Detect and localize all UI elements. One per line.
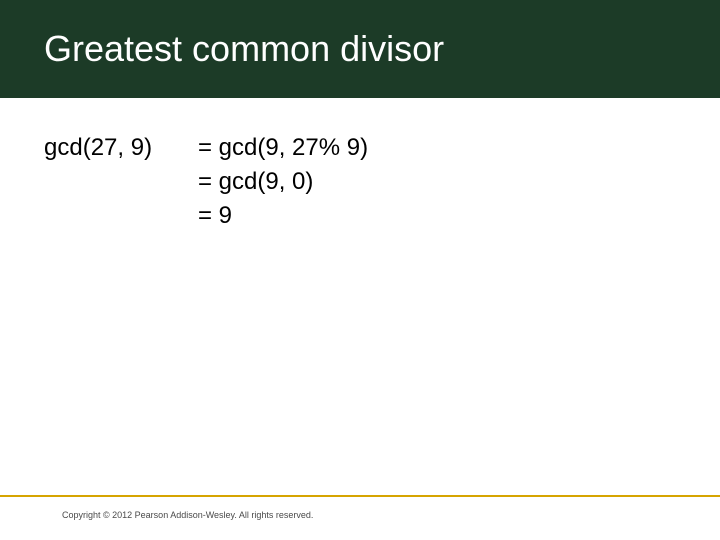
slide: Greatest common divisor gcd(27, 9)= gcd(…: [0, 0, 720, 540]
equation-rhs: = 9: [198, 202, 232, 230]
accent-line: [0, 495, 720, 497]
slide-body: gcd(27, 9)= gcd(9, 27% 9) = gcd(9, 0) = 9: [44, 134, 368, 236]
title-bar: Greatest common divisor: [0, 0, 720, 98]
equation-row: gcd(27, 9)= gcd(9, 27% 9): [44, 134, 368, 162]
slide-title: Greatest common divisor: [44, 28, 720, 70]
equation-row: = 9: [44, 202, 368, 230]
equation-rhs: = gcd(9, 0): [198, 168, 313, 196]
equation-lhs: gcd(27, 9): [44, 134, 198, 162]
equation-lhs: [44, 168, 198, 196]
copyright-footer: Copyright © 2012 Pearson Addison-Wesley.…: [62, 510, 313, 520]
equation-row: = gcd(9, 0): [44, 168, 368, 196]
equation-rhs: = gcd(9, 27% 9): [198, 134, 368, 162]
equation-lhs: [44, 202, 198, 230]
